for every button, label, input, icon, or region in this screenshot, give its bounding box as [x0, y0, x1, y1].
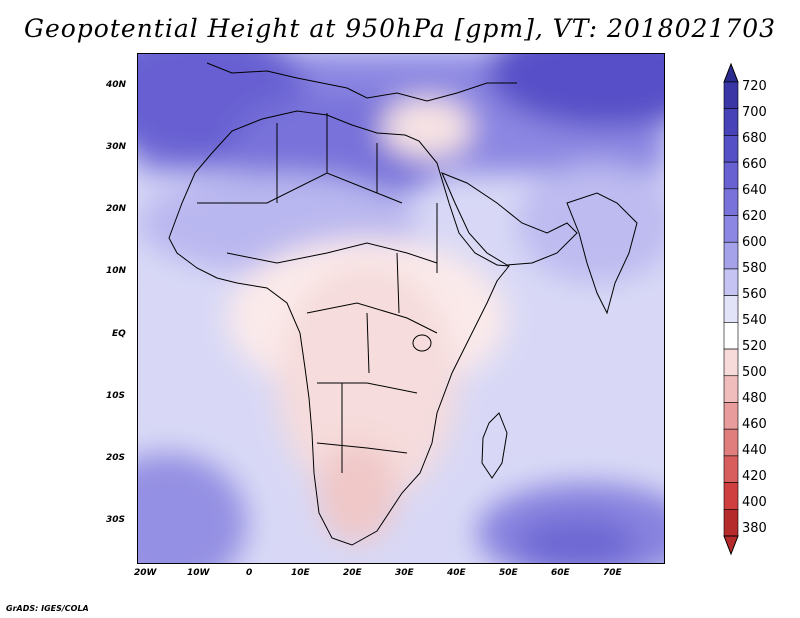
- colorbar-label-440: 440: [742, 443, 767, 458]
- y-tick-20s: 20S: [106, 453, 126, 463]
- colorbar-label-700: 700: [742, 105, 767, 120]
- colorbar-label-480: 480: [742, 391, 767, 406]
- colorbar-swatch-380: [723, 508, 739, 537]
- colorbar-label-380: 380: [742, 521, 767, 536]
- colorbar-swatch-400: [723, 482, 739, 510]
- field-asia-high: [487, 53, 665, 128]
- colorbar-swatches: [723, 81, 739, 537]
- y-tick-10n: 10N: [106, 266, 127, 276]
- colorbar-swatch-460: [723, 402, 739, 430]
- colorbar-swatch-480: [723, 375, 739, 403]
- y-tick-40n: 40N: [106, 80, 127, 90]
- colorbar-swatch-520: [723, 322, 739, 350]
- colorbar-label-680: 680: [742, 131, 767, 146]
- map-title: Geopotential Height at 950hPa [gpm], VT:…: [23, 14, 777, 43]
- coastlines: [168, 62, 638, 546]
- colorbar-swatch-640: [723, 161, 739, 190]
- map-canvas: [137, 53, 665, 564]
- x-tick-50e: 50E: [499, 568, 518, 578]
- colorbar-swatch-500: [723, 348, 739, 377]
- colorbar-swatch-660: [723, 135, 739, 163]
- x-tick-20e: 20E: [343, 568, 362, 578]
- coast-europe: [206, 62, 517, 102]
- colorbar: [723, 62, 739, 556]
- colorbar-label-660: 660: [742, 157, 767, 172]
- colorbar-label-540: 540: [742, 313, 767, 328]
- x-tick-0: 0: [246, 568, 253, 578]
- coast-africa: [168, 110, 510, 546]
- border-meridional: [341, 203, 438, 473]
- colorbar-swatch-620: [723, 188, 739, 216]
- x-tick-30e: 30E: [395, 568, 414, 578]
- y-tick-30n: 30N: [106, 142, 127, 152]
- grads-credit: GrADS: IGES/COLA: [6, 604, 89, 613]
- x-tick-70e: 70E: [603, 568, 622, 578]
- colorbar-swatch-700: [723, 81, 739, 110]
- border-southern: [316, 442, 408, 454]
- x-tick-10w: 10W: [187, 568, 210, 578]
- y-tick-30s: 30S: [106, 515, 126, 525]
- colorbar-swatch-560: [723, 268, 739, 296]
- field-kalahari-low: [317, 443, 397, 543]
- field-levant-low: [382, 98, 472, 158]
- coast-madagascar: [481, 412, 508, 479]
- coast-india: [566, 192, 638, 315]
- lake-victoria: [412, 334, 432, 352]
- x-tick-60e: 60E: [551, 568, 570, 578]
- colorbar-bottom-arrow: [723, 535, 739, 556]
- y-tick-eq: EQ: [112, 329, 126, 339]
- colorbar-label-600: 600: [742, 235, 767, 250]
- colorbar-label-580: 580: [742, 261, 767, 276]
- colorbar-label-420: 420: [742, 469, 767, 484]
- field-southwest-high: [137, 453, 247, 564]
- colorbar-swatch-440: [723, 428, 739, 457]
- border-sahel: [226, 242, 438, 264]
- map-frame: [137, 53, 665, 564]
- colorbar-label-560: 560: [742, 287, 767, 302]
- border-central: [306, 302, 438, 334]
- colorbar-label-400: 400: [742, 495, 767, 510]
- x-tick-20w: 20W: [134, 568, 157, 578]
- field-arabian-sea: [517, 163, 665, 283]
- border-north: [276, 113, 378, 203]
- x-tick-40e: 40E: [447, 568, 466, 578]
- colorbar-label-720: 720: [742, 79, 767, 94]
- coast-arabia: [441, 172, 578, 266]
- y-tick-20n: 20N: [106, 204, 127, 214]
- colorbar-swatch-540: [723, 295, 739, 323]
- colorbar-label-460: 460: [742, 417, 767, 432]
- colorbar-label-620: 620: [742, 209, 767, 224]
- colorbar-top-arrow: [723, 62, 739, 83]
- colorbar-swatch-420: [723, 455, 739, 483]
- colorbar-label-500: 500: [742, 365, 767, 380]
- colorbar-swatch-680: [723, 108, 739, 136]
- map-panel: [137, 53, 665, 564]
- x-tick-10e: 10E: [291, 568, 310, 578]
- y-tick-10s: 10S: [106, 391, 126, 401]
- colorbar-label-520: 520: [742, 339, 767, 354]
- colorbar-swatch-600: [723, 215, 739, 243]
- colorbar-swatch-580: [723, 241, 739, 270]
- field-southeast-core: [517, 518, 637, 564]
- colorbar-label-640: 640: [742, 183, 767, 198]
- border-south-central: [317, 382, 418, 394]
